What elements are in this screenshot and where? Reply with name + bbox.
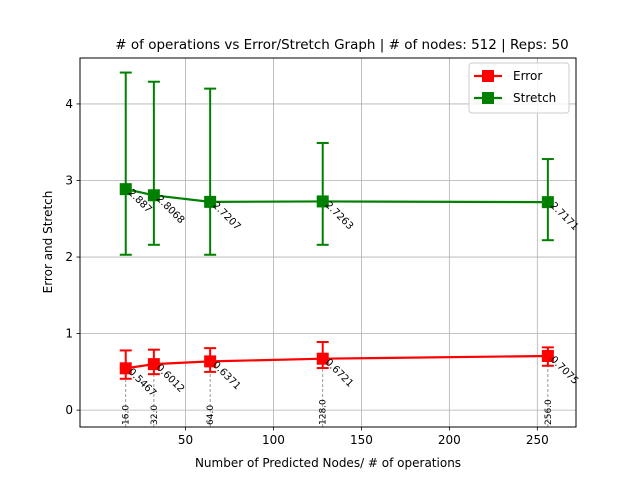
data-point: [541, 349, 554, 362]
legend-marker: [482, 70, 494, 82]
x-value-annotation: 32.0: [150, 405, 160, 425]
x-reference-lines: [125, 365, 549, 427]
x-tick-label: 100: [262, 433, 285, 447]
series-stretch: [119, 71, 554, 256]
legend-marker: [482, 92, 494, 104]
y-tick-label: 1: [65, 327, 73, 341]
data-point: [204, 355, 217, 368]
chart-title: # of operations vs Error/Stretch Graph |…: [115, 37, 568, 53]
ticks: 50 100 150 200 250 0 1 2 3 4: [65, 97, 548, 447]
legend-label: Error: [513, 69, 542, 83]
y-tick-label: 4: [65, 97, 73, 111]
legend-label: Stretch: [513, 91, 556, 105]
y-axis-label: Error and Stretch: [41, 191, 55, 294]
data-point: [147, 358, 160, 371]
x-value-annotation: 256.0: [544, 399, 554, 425]
data-point: [119, 362, 132, 375]
data-point: [316, 352, 329, 365]
legend: Error Stretch: [468, 62, 570, 114]
y-tick-label: 3: [65, 173, 73, 187]
y-tick-label: 2: [65, 250, 73, 264]
x-value-annotation: 16.0: [122, 405, 132, 425]
data-point: [119, 183, 132, 196]
x-tick-label: 150: [350, 433, 373, 447]
x-axis-label: Number of Predicted Nodes/ # of operatio…: [195, 456, 461, 470]
data-point: [204, 195, 217, 208]
x-tick-label: 200: [438, 433, 461, 447]
x-value-annotation: 128.0: [319, 399, 329, 425]
x-value-annotation: 64.0: [206, 405, 216, 425]
y-tick-label: 0: [65, 403, 73, 417]
data-point: [541, 196, 554, 209]
x-tick-label: 250: [526, 433, 549, 447]
data-point: [147, 189, 160, 202]
x-tick-label: 50: [178, 433, 193, 447]
series-layer: [119, 71, 554, 380]
series-error: [119, 341, 554, 380]
plot-frame: [79, 57, 577, 428]
data-point: [316, 195, 329, 208]
